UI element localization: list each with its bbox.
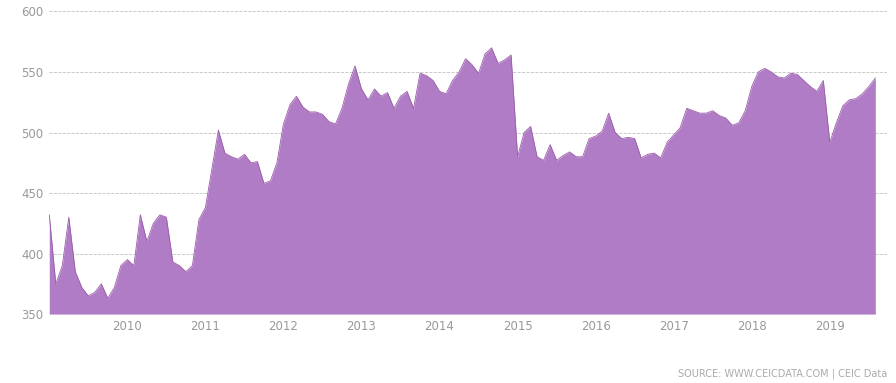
Text: SOURCE: WWW.CEICDATA.COM | CEIC Data: SOURCE: WWW.CEICDATA.COM | CEIC Data [677,369,887,379]
